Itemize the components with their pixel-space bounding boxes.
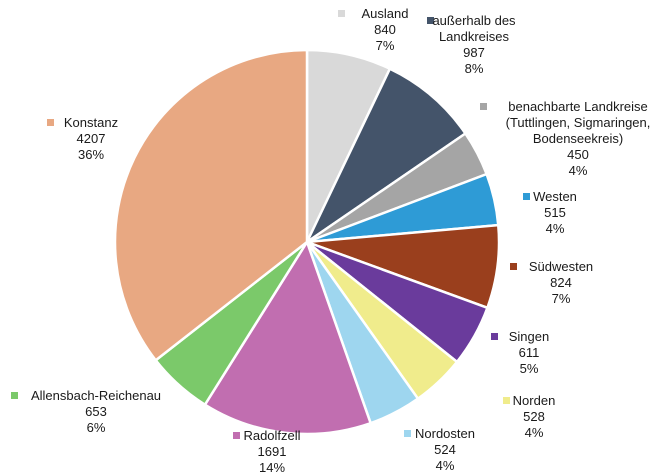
pie-slice xyxy=(113,48,309,363)
slice-label-text: Radolfzell 1691 14% xyxy=(243,428,300,474)
legend-marker xyxy=(47,119,54,126)
legend-marker xyxy=(233,432,240,439)
legend-marker xyxy=(503,397,510,404)
slice-label-text: außerhalb des Landkreises 987 8% xyxy=(432,13,516,76)
slice-label-text: Allensbach-Reichenau 653 6% xyxy=(31,388,161,435)
slice-labels: Ausland 840 7% außerhalb des Landkreises 987 8… xyxy=(11,6,650,474)
slice-label-text: Singen 611 5% xyxy=(509,329,549,376)
pie-slices xyxy=(113,48,501,436)
legend-marker xyxy=(338,10,345,17)
legend-marker xyxy=(523,193,530,200)
slice-label-text: Südwesten 824 7% xyxy=(529,259,593,306)
slice-label: benachbarte Landkreise (Tuttlingen, Sigma… xyxy=(480,99,650,178)
slice-label: Singen 611 5% xyxy=(491,329,549,376)
slice-label-text: Westen 515 4% xyxy=(533,189,577,236)
slice-label: Konstanz 4207 36% xyxy=(47,115,118,162)
slice-label: Norden 528 4% xyxy=(503,393,555,440)
slice-label: Allensbach-Reichenau 653 6% xyxy=(11,388,161,435)
pie-slice xyxy=(203,239,373,436)
slice-label: Südwesten 824 7% xyxy=(510,259,593,306)
legend-marker xyxy=(11,392,18,399)
slice-label-text: Norden 528 4% xyxy=(513,393,556,440)
legend-marker xyxy=(491,333,498,340)
pie-slice xyxy=(303,67,468,246)
slice-label-text: Konstanz 4207 36% xyxy=(64,115,118,162)
slice-label: Radolfzell 1691 14% xyxy=(233,428,301,474)
slice-label-text: Ausland 840 7% xyxy=(362,6,409,53)
slice-label: Ausland 840 7% xyxy=(338,6,408,53)
slice-label-text: benachbarte Landkreise (Tuttlingen, Sigma… xyxy=(506,99,651,178)
slice-label: Nordosten 524 4% xyxy=(404,426,475,473)
legend-marker xyxy=(510,263,517,270)
slice-label: außerhalb des Landkreises 987 8% xyxy=(427,13,516,76)
legend-marker xyxy=(480,103,487,110)
legend-marker xyxy=(404,430,411,437)
legend-marker xyxy=(427,17,434,24)
slice-label-text: Nordosten 524 4% xyxy=(415,426,475,473)
slice-label: Westen 515 4% xyxy=(523,189,577,236)
